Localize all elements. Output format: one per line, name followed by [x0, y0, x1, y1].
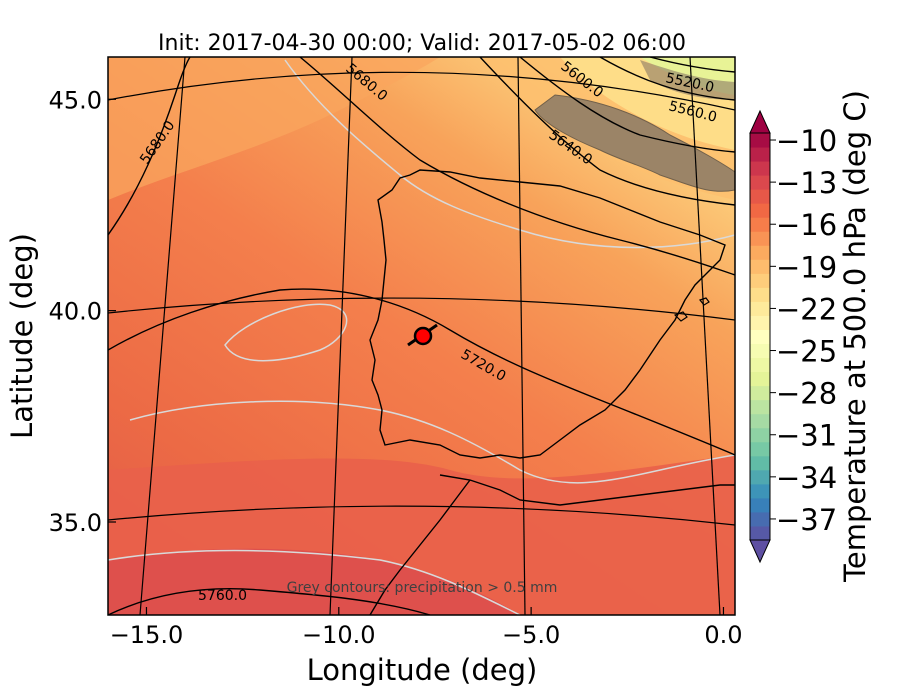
x-axis-label: Longitude (deg) [307, 653, 538, 687]
y-tick-label: 35.0 [49, 509, 102, 537]
colorbar: −10 −13 −16 −19 −22 −25 −28 −31 −34 −37 [749, 109, 837, 564]
y-tick-label: 45.0 [49, 86, 102, 114]
colorbar-segment [750, 273, 770, 288]
colorbar-segment [750, 203, 770, 218]
colorbar-tick-label: −22 [776, 292, 837, 326]
height-contour [599, 57, 735, 101]
y-axis-ticks: 35.0 40.0 45.0 [49, 86, 116, 537]
colorbar-segment [750, 147, 770, 162]
precip-area [534, 94, 735, 192]
colorbar-segment [750, 231, 770, 246]
colorbar-extend-min [749, 539, 771, 564]
precip-contour [224, 303, 348, 362]
colorbar-segment [750, 329, 770, 345]
graticule-lat-40 [108, 297, 735, 321]
colorbar-segment [750, 343, 770, 359]
colorbar-segment [750, 483, 770, 499]
graticule-lon-0 [689, 57, 721, 615]
colorbar-tick-label: −25 [776, 335, 837, 369]
colorbar-segment [750, 175, 770, 190]
colorbar-segment [750, 287, 770, 302]
colorbar-tick-label: −16 [776, 208, 837, 242]
precip-area [640, 60, 735, 100]
x-tick-label: −10.0 [302, 621, 376, 649]
colorbar-segment [750, 497, 770, 513]
height-contour [479, 57, 735, 206]
colorbar-segment [750, 371, 770, 387]
colorbar-tick-label: −28 [776, 377, 837, 411]
coastline-africa-west [369, 479, 471, 615]
graticule-lon-10 [329, 57, 353, 615]
colorbar-segment [750, 259, 770, 274]
temperature-band-light-west [108, 57, 440, 200]
colorbar-frame [749, 132, 771, 541]
coastline-island [673, 311, 688, 322]
colorbar-segment [750, 455, 770, 471]
colorbar-tick-label: −10 [776, 124, 837, 158]
colorbar-tick-label: −37 [776, 503, 837, 537]
temperature-band-warmest [108, 548, 520, 615]
colorbar-segment [750, 133, 770, 148]
graticule-lon-15 [139, 57, 186, 615]
y-tick-label: 40.0 [49, 298, 102, 326]
precip-contour [129, 400, 735, 484]
colorbar-segment [750, 427, 770, 443]
height-contour-label: 5760.0 [198, 588, 247, 604]
precip-annotation: Grey contours: precipitation > 0.5 mm [287, 580, 558, 596]
coastline-island [698, 297, 710, 306]
map-area: 5520.0 5560.0 5600.0 5640.0 5680.0 5680.… [108, 57, 735, 615]
height-contour [519, 57, 735, 153]
chart-title: Init: 2017-04-30 00:00; Valid: 2017-05-0… [158, 31, 686, 56]
height-contour [649, 57, 735, 73]
colorbar-segment [750, 217, 770, 232]
graticule-lon-5 [517, 57, 526, 615]
graticule-lat-45 [108, 71, 735, 111]
colorbar-tick-label: −19 [776, 250, 837, 284]
height-contour [108, 588, 431, 615]
graticule-lat-35 [108, 505, 735, 526]
location-marker [413, 326, 433, 346]
colorbar-segment [750, 511, 770, 527]
colorbar-segment [750, 315, 770, 330]
colorbar-tick-label: −31 [776, 419, 837, 453]
colorbar-segment [750, 469, 770, 485]
colorbar-tick-label: −13 [776, 166, 837, 200]
plot-frame [107, 56, 736, 616]
y-axis-label: Latitude (deg) [5, 233, 39, 439]
colorbar-segment [750, 301, 770, 316]
colorbar-segment [750, 399, 770, 415]
colorbar-segment [750, 525, 770, 541]
colorbar-segment [750, 245, 770, 260]
coastline-africa [439, 474, 735, 506]
colorbar-label: Temperature at 500.0 hPa (deg C) [838, 90, 872, 583]
x-tick-label: −5.0 [502, 621, 560, 649]
x-tick-label: −15.0 [110, 621, 184, 649]
colorbar-segment [750, 189, 770, 204]
colorbar-extend-max [749, 109, 771, 134]
colorbar-segment [750, 441, 770, 457]
colorbar-segment [750, 385, 770, 401]
colorbar-segment [750, 161, 770, 176]
coastline-iberia [369, 169, 726, 459]
colorbar-tick-label: −34 [776, 461, 837, 495]
x-tick-label: 0.0 [704, 621, 742, 649]
colorbar-segment [750, 357, 770, 373]
x-axis-ticks: −15.0 −10.0 −5.0 0.0 [110, 607, 743, 649]
precip-contour [108, 549, 521, 615]
height-contour [299, 57, 735, 276]
colorbar-segment [750, 413, 770, 429]
